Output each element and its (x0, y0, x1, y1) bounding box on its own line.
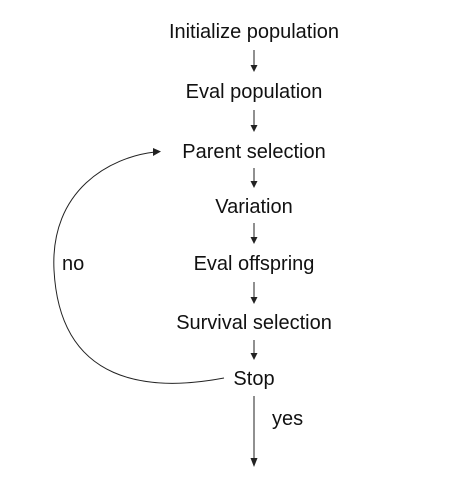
arrow-loop-back (53, 148, 225, 384)
step-parent-selection: Parent selection (182, 141, 325, 163)
edge-label-yes: yes (272, 408, 303, 430)
step-survival-selection: Survival selection (176, 312, 332, 334)
step-stop: Stop (233, 368, 274, 390)
arrow-eval-to-parent (250, 110, 258, 132)
arrow-variation-to-eval-offspring (250, 223, 258, 244)
edge-label-no: no (62, 253, 84, 275)
step-initialize-population: Initialize population (169, 21, 339, 43)
arrow-stop-exit (250, 396, 258, 467)
step-eval-offspring: Eval offspring (194, 253, 315, 275)
arrow-eval-offspring-to-survival (250, 282, 258, 304)
arrow-survival-to-stop (250, 340, 258, 360)
step-variation: Variation (215, 196, 292, 218)
arrow-parent-to-variation (250, 168, 258, 188)
step-eval-population: Eval population (186, 81, 323, 103)
arrow-init-to-eval (250, 50, 258, 72)
